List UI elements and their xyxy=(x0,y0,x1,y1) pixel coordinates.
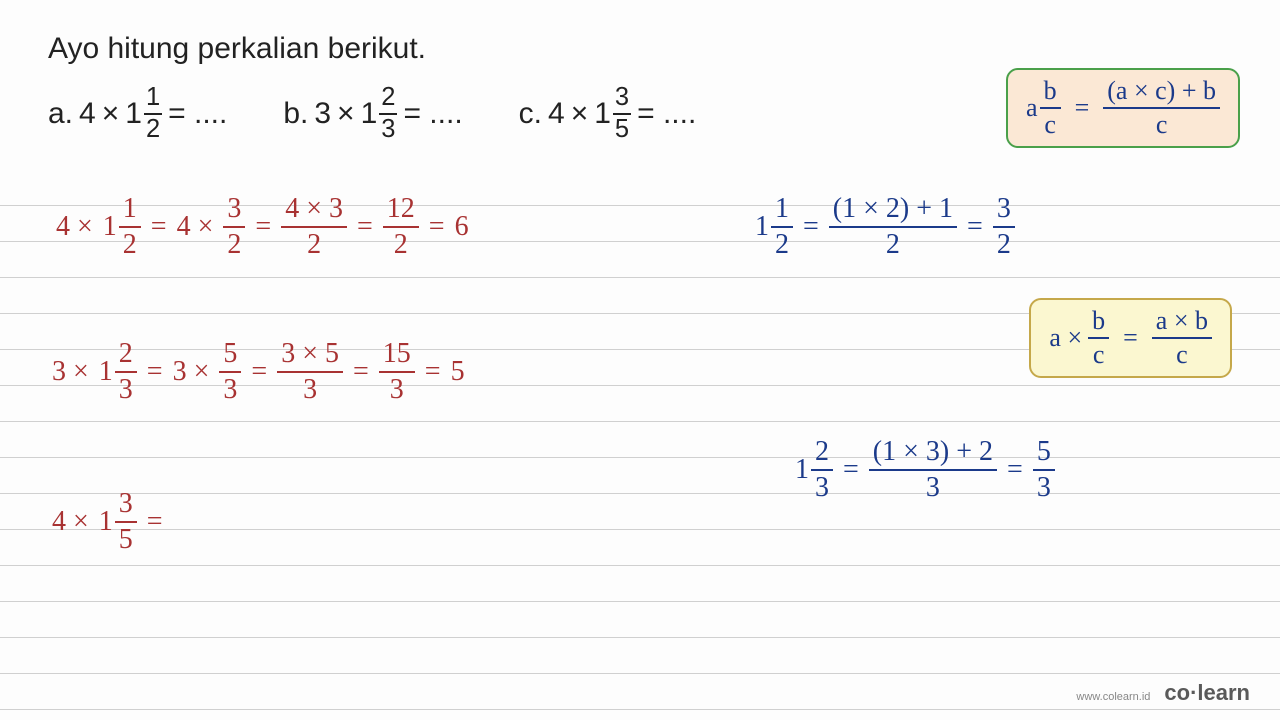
equals-blank: = .... xyxy=(168,97,227,131)
problem-a: a. 4 × 1 1 2 = .... xyxy=(48,85,227,142)
multiplier: 4 xyxy=(79,97,96,131)
footer-url: www.colearn.id xyxy=(1076,691,1150,703)
label: c. xyxy=(519,97,542,131)
formula-box-mixed-to-improper: a b c = (a × c) + b c xyxy=(1006,68,1240,148)
work-line-a: 4 × 1 12 = 4 × 32 = 4 × 32 = 122 = 6 xyxy=(56,195,469,259)
times: × xyxy=(102,97,120,131)
page-title: Ayo hitung perkalian berikut. xyxy=(48,32,426,66)
conversion-2: 1 23 = (1 × 3) + 23 = 53 xyxy=(795,438,1055,502)
work-line-b: 3 × 1 23 = 3 × 53 = 3 × 53 = 153 = 5 xyxy=(52,340,465,404)
footer-branding: www.colearn.id co·learn xyxy=(1076,680,1250,706)
work-line-c: 4 × 1 35 = xyxy=(52,490,163,554)
problem-row: a. 4 × 1 1 2 = .... b. 3 × 1 2 3 = .... … xyxy=(48,85,970,142)
label: b. xyxy=(283,97,308,131)
label: a. xyxy=(48,97,73,131)
problem-b: b. 3 × 1 2 3 = .... xyxy=(283,85,462,142)
footer-brand: co·learn xyxy=(1164,680,1250,706)
problem-c: c. 4 × 1 3 5 = .... xyxy=(519,85,697,142)
mixed-number: 1 1 2 xyxy=(125,85,162,142)
conversion-1: 1 12 = (1 × 2) + 12 = 32 xyxy=(755,195,1015,259)
formula-box-scalar-times-fraction: a × b c = a × b c xyxy=(1029,298,1232,378)
